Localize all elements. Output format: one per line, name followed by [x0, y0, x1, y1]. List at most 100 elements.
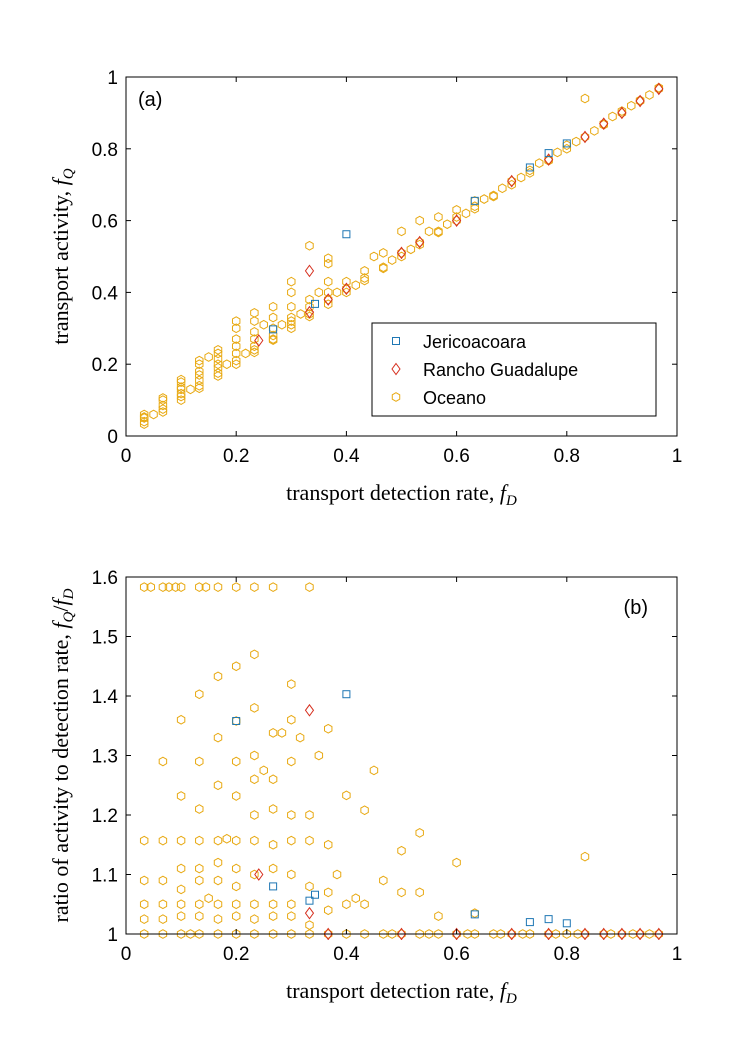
- oceano-point: [231, 791, 241, 801]
- oceano-point: [452, 215, 461, 226]
- oceano-point: [645, 929, 654, 939]
- oceano-point: [296, 309, 305, 319]
- oceano-point: [287, 869, 296, 880]
- oceano-point: [314, 750, 324, 761]
- rancho-guadalupe-point: [396, 246, 407, 260]
- oceano-point: [351, 280, 360, 291]
- oceano-point: [507, 176, 516, 186]
- x-tick-label: 0: [121, 446, 132, 467]
- oceano-point: [195, 875, 204, 886]
- oceano-point: [580, 132, 590, 142]
- oceano-point: [268, 312, 278, 323]
- oceano-point: [158, 875, 168, 886]
- oceano-point: [204, 352, 213, 362]
- oceano-point: [213, 929, 223, 939]
- oceano-point: [213, 899, 223, 910]
- oceano-point: [287, 312, 296, 323]
- oceano-point: [496, 929, 505, 939]
- oceano-point: [139, 835, 149, 846]
- oceano-point: [424, 226, 434, 237]
- data-markers: [139, 582, 664, 940]
- oceano-point: [434, 911, 443, 922]
- oceano-point: [305, 301, 314, 312]
- x-tick-label: 0.8: [554, 446, 580, 467]
- oceano-point: [645, 90, 654, 100]
- oceano-point: [617, 106, 627, 116]
- oceano-point: [158, 914, 168, 924]
- jericoacoara-point: [269, 882, 278, 891]
- oceano-point: [201, 582, 211, 592]
- y-tick-label: 1.2: [92, 806, 118, 827]
- oceano-point: [415, 887, 424, 898]
- oceano-point: [287, 276, 296, 287]
- oceano-point: [415, 215, 424, 226]
- rancho-guadalupe-point: [507, 927, 517, 940]
- oceano-point: [222, 833, 232, 844]
- jericoacoara-point: [310, 299, 319, 308]
- oceano-point: [213, 914, 223, 924]
- legend-box: [371, 322, 657, 417]
- rancho-guadalupe-point: [304, 305, 315, 319]
- oceano-point: [489, 190, 498, 201]
- x-tick-label: 1: [672, 446, 683, 467]
- oceano-point: [305, 929, 314, 939]
- oceano-point: [323, 723, 333, 734]
- oceano-point: [250, 929, 259, 939]
- oceano-point: [323, 905, 333, 916]
- oceano-point: [268, 911, 278, 922]
- oceano-point: [171, 582, 180, 592]
- oceano-point: [195, 355, 204, 366]
- oceano-point: [149, 409, 158, 420]
- oceano-point: [434, 929, 443, 939]
- oceano-point: [231, 355, 241, 366]
- oceano-point: [146, 582, 156, 592]
- rancho-guadalupe-point: [396, 927, 407, 940]
- y-tick-label: 0: [107, 427, 118, 448]
- y-tick-label: 1: [107, 925, 118, 946]
- rancho-guadalupe-point: [304, 264, 315, 278]
- oceano-point: [222, 359, 232, 370]
- oceano-point: [287, 756, 296, 767]
- oceano-point: [342, 790, 351, 801]
- oceano-point: [213, 353, 223, 364]
- oceano-point: [287, 810, 296, 820]
- oceano-point: [195, 689, 204, 700]
- oceano-point: [580, 93, 590, 104]
- oceano-point: [323, 839, 333, 850]
- oceano-point: [332, 287, 342, 298]
- oceano-point: [635, 95, 645, 106]
- oceano-point: [139, 929, 149, 939]
- panel-label: (a): [138, 89, 162, 111]
- oceano-point: [139, 899, 149, 910]
- oceano-point: [195, 375, 204, 386]
- rancho-guadalupe-point: [323, 927, 333, 940]
- legend: Jericoacoara Rancho Guadalupe Oceano: [371, 322, 657, 417]
- oceano-point: [158, 400, 168, 411]
- oceano-point: [268, 804, 278, 814]
- oceano-point: [250, 649, 259, 660]
- oceano-point: [323, 253, 333, 264]
- x-tick-label: 0: [121, 944, 132, 965]
- oceano-point: [204, 893, 213, 904]
- oceano-point: [250, 334, 259, 344]
- rancho-guadalupe-point: [654, 927, 664, 940]
- axes-frame: [125, 76, 678, 437]
- y-tick-label: 1.3: [92, 747, 118, 768]
- oceano-point: [176, 835, 186, 846]
- oceano-point: [268, 582, 278, 592]
- rancho-guadalupe-point: [415, 235, 425, 249]
- oceano-point: [627, 100, 636, 111]
- jericoacoara-point: [544, 915, 553, 924]
- rancho-guadalupe-point: [617, 927, 627, 940]
- oceano-point: [139, 914, 149, 924]
- oceano-point: [231, 881, 241, 892]
- x-tick-label: 1: [672, 944, 683, 965]
- oceano-point: [213, 359, 223, 370]
- oceano-point: [287, 835, 296, 846]
- oceano-point: [415, 929, 424, 939]
- oceano-point: [544, 154, 553, 165]
- x-axis-label: transport detection rate, fD: [286, 978, 517, 1007]
- rancho-guadalupe-point: [451, 927, 462, 940]
- oceano-point: [195, 835, 204, 846]
- oceano-point: [507, 179, 516, 190]
